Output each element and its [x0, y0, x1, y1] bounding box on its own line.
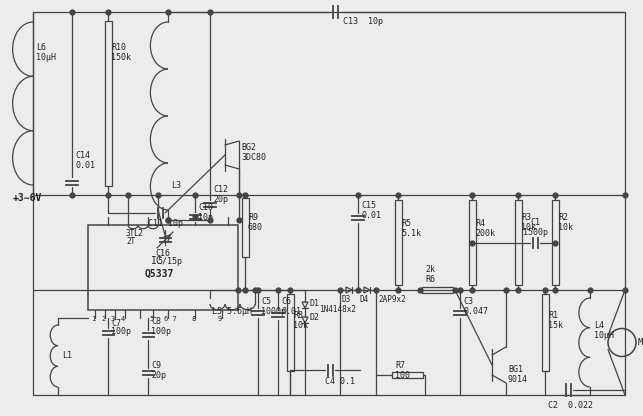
Text: 5/15p: 5/15p	[157, 258, 182, 267]
Text: L6: L6	[36, 42, 46, 52]
Bar	[392, 372, 423, 378]
Text: 10k: 10k	[521, 223, 536, 231]
Text: 6 7: 6 7	[164, 316, 177, 322]
Bar	[422, 287, 453, 293]
Text: C6: C6	[281, 297, 291, 307]
Text: MIC: MIC	[638, 338, 643, 347]
Text: 10μH: 10μH	[36, 52, 56, 62]
Text: 1N4148x2: 1N4148x2	[319, 305, 356, 314]
Text: 1500p: 1500p	[523, 228, 548, 237]
Text: 3T: 3T	[126, 228, 135, 238]
Text: 20p: 20p	[151, 371, 166, 379]
Text: 5.1k: 5.1k	[401, 228, 421, 238]
Text: 100: 100	[395, 371, 410, 379]
Text: C12: C12	[213, 186, 228, 195]
Text: C7: C7	[111, 319, 121, 327]
Text: 100p: 100p	[151, 327, 171, 337]
Text: C1: C1	[530, 218, 540, 227]
Text: C15: C15	[361, 201, 376, 210]
Text: D1: D1	[310, 299, 320, 307]
Text: C11 10p: C11 10p	[148, 218, 183, 228]
Text: 8: 8	[191, 316, 195, 322]
Bar	[469, 200, 476, 285]
Bar	[552, 200, 559, 285]
Text: C3: C3	[463, 297, 473, 307]
Text: 10μH: 10μH	[594, 330, 614, 339]
Text: R6: R6	[425, 275, 435, 285]
Text: R2: R2	[558, 213, 568, 221]
Text: 3DC80: 3DC80	[241, 154, 266, 163]
Bar	[287, 294, 293, 371]
Text: 0.01: 0.01	[281, 307, 301, 317]
Text: 200k: 200k	[475, 228, 495, 238]
Text: 5: 5	[149, 316, 153, 322]
Text: BG2: BG2	[241, 143, 256, 151]
Text: C14: C14	[75, 151, 90, 159]
Text: D3: D3	[342, 295, 351, 305]
Text: 680: 680	[248, 223, 263, 231]
Text: 0.01: 0.01	[361, 210, 381, 220]
Text: L5 5.6μH: L5 5.6μH	[212, 307, 252, 317]
Text: 10p: 10p	[198, 213, 213, 221]
Text: L4: L4	[594, 320, 604, 329]
Text: 4: 4	[121, 316, 125, 322]
Text: R9: R9	[248, 213, 258, 221]
Bar	[88, 225, 238, 310]
Text: R7: R7	[395, 361, 405, 369]
Bar	[541, 294, 548, 371]
Text: 10k: 10k	[558, 223, 573, 231]
Text: C16: C16	[155, 250, 170, 258]
Text: 9014: 9014	[508, 376, 528, 384]
Text: 9: 9	[218, 316, 222, 322]
Bar	[242, 198, 248, 257]
Text: 20p: 20p	[213, 196, 228, 205]
Text: 1000p: 1000p	[261, 307, 286, 317]
Text: 2AP9x2: 2AP9x2	[378, 295, 406, 305]
Text: R4: R4	[475, 218, 485, 228]
Text: C2  0.022: C2 0.022	[548, 401, 593, 409]
Text: +3∼6V: +3∼6V	[13, 193, 42, 203]
Text: C13  10p: C13 10p	[343, 17, 383, 27]
Text: 3: 3	[111, 316, 115, 322]
Text: 0.01: 0.01	[75, 161, 95, 169]
Text: R10: R10	[111, 42, 126, 52]
Text: Q5337: Q5337	[145, 268, 174, 278]
Bar	[395, 200, 401, 285]
Text: R8: R8	[293, 310, 303, 319]
Text: R3: R3	[521, 213, 531, 221]
Text: IC: IC	[151, 257, 163, 267]
Text: C10: C10	[198, 203, 213, 211]
Text: 2: 2	[101, 316, 105, 322]
Text: 2T: 2T	[126, 237, 135, 245]
Text: 1: 1	[91, 316, 95, 322]
Text: 15k: 15k	[548, 320, 563, 329]
Text: R1: R1	[548, 310, 558, 319]
Text: D2: D2	[310, 312, 320, 322]
Text: C9: C9	[151, 361, 161, 369]
Text: 2k: 2k	[425, 265, 435, 275]
Text: R5: R5	[401, 218, 411, 228]
Text: 150k: 150k	[111, 52, 131, 62]
Text: C8: C8	[151, 317, 161, 327]
Text: C5: C5	[261, 297, 271, 307]
Text: BG1: BG1	[508, 366, 523, 374]
Text: L1: L1	[62, 351, 72, 359]
Text: L2: L2	[133, 228, 143, 238]
Bar	[105, 21, 111, 186]
Text: L3: L3	[171, 181, 181, 190]
Text: 10k: 10k	[293, 320, 308, 329]
Bar	[514, 200, 521, 285]
Text: 100p: 100p	[111, 327, 131, 337]
Text: 0.047: 0.047	[463, 307, 488, 317]
Text: D4: D4	[360, 295, 369, 305]
Text: C4 0.1: C4 0.1	[325, 377, 355, 386]
